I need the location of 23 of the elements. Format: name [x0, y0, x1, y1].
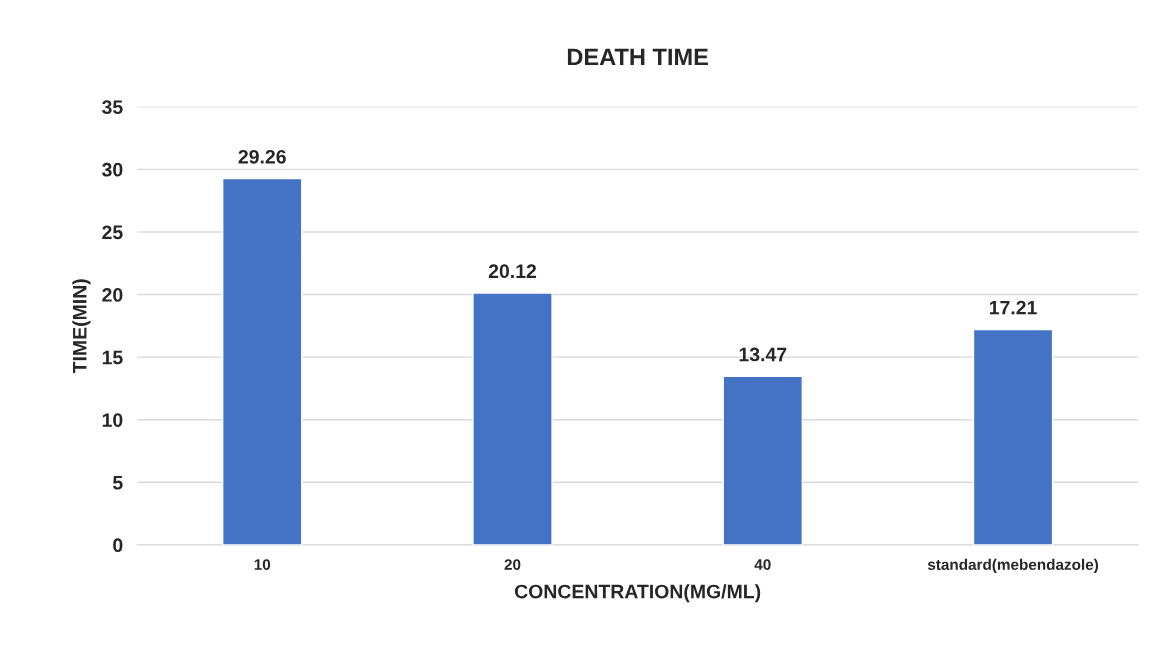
- y-tick-label: 25: [102, 225, 123, 240]
- y-tick-label: 30: [102, 162, 123, 177]
- y-tick-label: 15: [102, 350, 123, 365]
- data-label: 13.47: [739, 347, 787, 362]
- bar: [972, 328, 1054, 545]
- data-label: 20.12: [488, 264, 537, 279]
- x-tick-label: 10: [254, 559, 271, 570]
- x-tick-label: 20: [504, 559, 521, 570]
- bar: [221, 177, 303, 545]
- y-axis-title: TIME(MIN): [72, 279, 91, 374]
- y-tick-label: 0: [113, 538, 123, 553]
- x-axis-title: CONCENTRATION(MG/ML): [514, 584, 761, 603]
- y-tick-label: 35: [102, 100, 123, 115]
- bar: [722, 375, 804, 545]
- y-tick-label: 10: [102, 413, 123, 427]
- chart-title: DEATH TIME: [567, 48, 708, 66]
- y-tick-label: 20: [102, 288, 123, 302]
- x-tick-label: 40: [754, 559, 771, 570]
- x-tick-label: standard(mebendazole): [927, 558, 1099, 574]
- data-label: 17.21: [989, 300, 1037, 315]
- data-label: 29.26: [238, 149, 286, 164]
- y-tick-label: 5: [112, 475, 123, 490]
- bar: [472, 292, 553, 545]
